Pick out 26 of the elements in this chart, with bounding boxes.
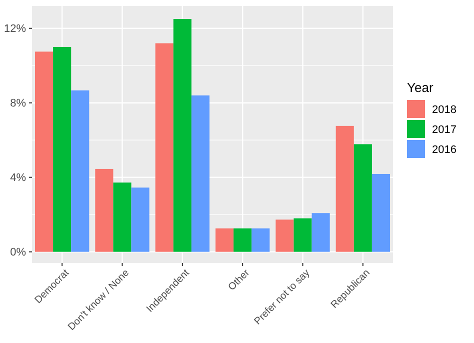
- bar: [35, 52, 54, 252]
- legend-label: 2018: [432, 104, 456, 116]
- bar: [234, 228, 252, 252]
- bar: [276, 220, 294, 252]
- bar: [216, 228, 234, 252]
- bar: [354, 144, 372, 252]
- y-tick-label: 12%: [4, 22, 26, 35]
- bar: [312, 213, 330, 252]
- y-tick-label: 4%: [10, 172, 26, 184]
- bar: [191, 95, 210, 252]
- y-tick-label: 0%: [10, 246, 26, 258]
- bar: [131, 188, 150, 252]
- bar: [95, 168, 114, 252]
- bar: [155, 43, 174, 252]
- legend-label: 2016: [432, 144, 456, 156]
- y-tick-label: 8%: [10, 97, 26, 110]
- bar: [53, 46, 72, 252]
- bar: [252, 228, 270, 252]
- legend-title: Year: [407, 80, 434, 95]
- bar: [173, 19, 192, 252]
- bar: [113, 182, 132, 252]
- legend-label: 2017: [432, 124, 456, 136]
- bar: [372, 174, 390, 252]
- bar: [336, 126, 354, 252]
- bar: [71, 90, 90, 252]
- bar: [294, 218, 312, 252]
